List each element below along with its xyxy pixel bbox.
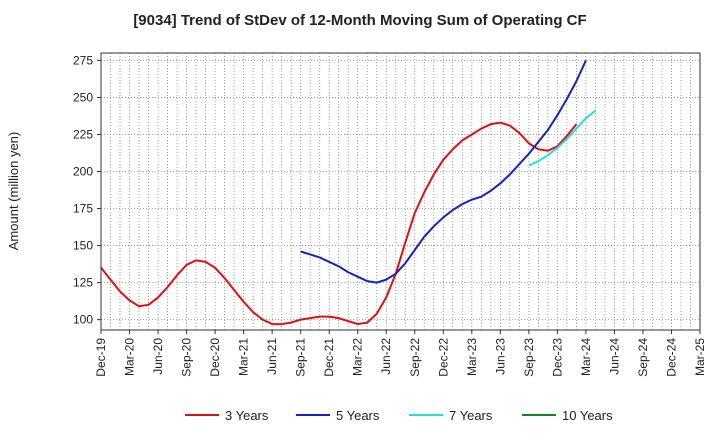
chart-title: [9034] Trend of StDev of 12-Month Moving… (133, 12, 587, 29)
x-tick-label: Jun-22 (379, 338, 393, 375)
x-tick-label: Dec-20 (208, 338, 222, 377)
legend-label: 10 Years (562, 408, 613, 423)
legend-item-10-years: 10 Years (522, 408, 613, 423)
y-tick-label: 100 (73, 313, 93, 327)
x-tick-label: Sep-24 (636, 338, 650, 377)
x-tick-label: Mar-20 (123, 338, 137, 376)
x-tick-label: Sep-20 (180, 338, 194, 377)
x-tick-labels: Dec-19 Mar-20 Jun-20 Sep-20 Dec-20 Mar-21 Jun-… (94, 330, 707, 377)
y-axis-label: Amount (million yen) (6, 132, 21, 251)
x-tick-label: Dec-23 (550, 338, 564, 377)
plot-frame (100, 52, 701, 331)
legend-item-5-years: 5 Years (296, 408, 380, 423)
x-tick-label: Mar-22 (351, 338, 365, 376)
legend-label: 3 Years (225, 408, 269, 423)
x-tick-label: Jun-24 (607, 338, 621, 375)
series-line-5-years (300, 59, 587, 284)
grid-layer (100, 53, 701, 330)
x-tick-label: Mar-25 (693, 338, 707, 376)
x-tick-label: Dec-24 (664, 338, 678, 377)
y-tick-label: 275 (73, 53, 93, 67)
legend-item-3-years: 3 Years (185, 408, 269, 423)
x-tick-label: Sep-21 (294, 338, 308, 377)
y-tick-labels: 100 125 150 175 200 225 250 275 (73, 53, 101, 327)
series-line-3-years (100, 121, 578, 326)
x-tick-label: Dec-19 (94, 338, 108, 377)
x-tick-label: Sep-22 (408, 338, 422, 377)
y-tick-label: 200 (73, 165, 93, 179)
y-tick-label: 175 (73, 202, 93, 216)
y-tick-label: 150 (73, 239, 93, 253)
x-tick-label: Dec-22 (436, 338, 450, 377)
legend: 3 Years 5 Years 7 Years 10 Years (185, 408, 613, 423)
y-tick-label: 250 (73, 90, 93, 104)
x-tick-label: Jun-20 (151, 338, 165, 375)
legend-item-7-years: 7 Years (409, 408, 493, 423)
x-tick-label: Dec-21 (322, 338, 336, 377)
series-line-7-years (528, 109, 597, 167)
x-tick-label: Jun-21 (265, 338, 279, 375)
y-tick-label: 125 (73, 276, 93, 290)
x-tick-label: Jun-23 (493, 338, 507, 375)
y-tick-label: 225 (73, 127, 93, 141)
x-tick-label: Mar-23 (465, 338, 479, 376)
x-tick-label: Mar-21 (237, 338, 251, 376)
legend-label: 7 Years (449, 408, 493, 423)
series-layer (100, 59, 597, 326)
x-tick-label: Sep-23 (522, 338, 536, 377)
legend-label: 5 Years (336, 408, 380, 423)
x-tick-label: Mar-24 (579, 338, 593, 376)
